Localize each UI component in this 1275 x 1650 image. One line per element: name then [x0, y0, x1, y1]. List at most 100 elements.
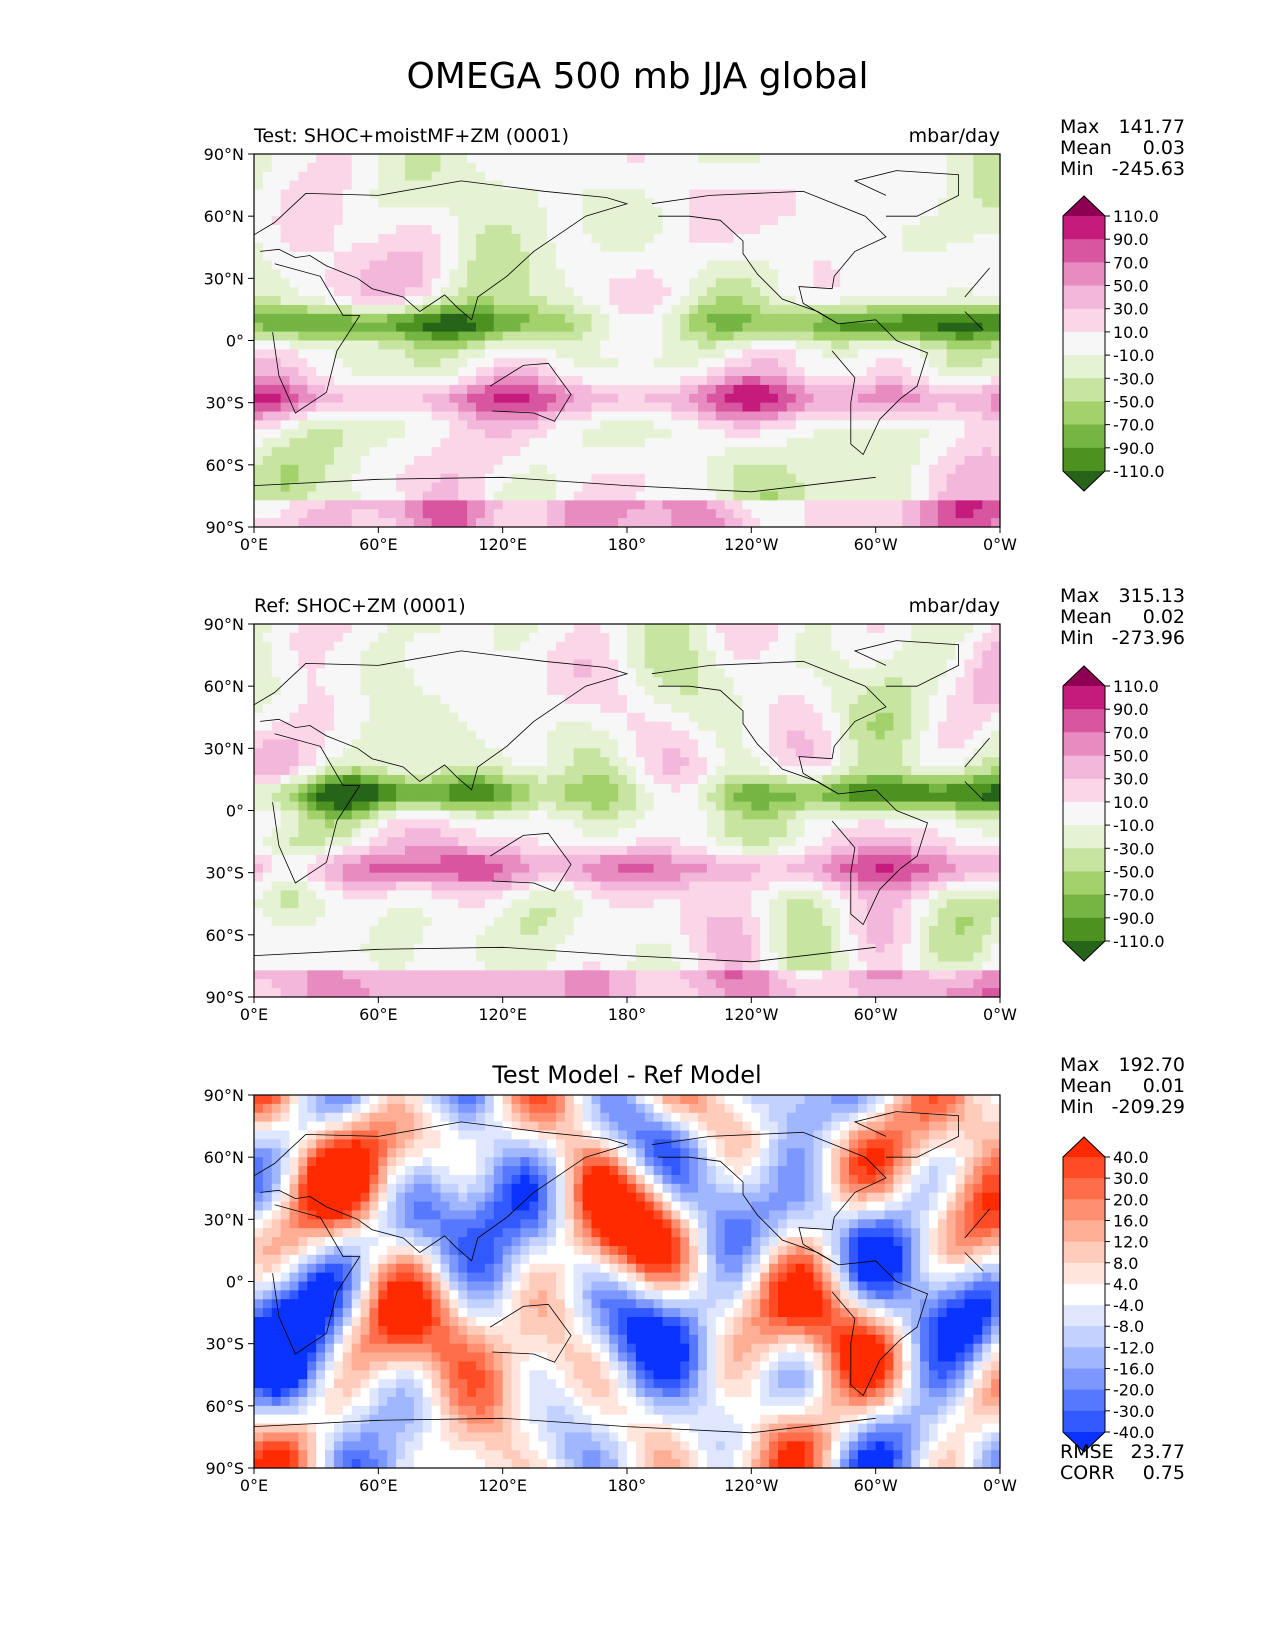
field-cell: [262, 686, 273, 696]
field-cell: [751, 233, 761, 244]
field-cell: [387, 482, 397, 493]
field-cell: [742, 438, 752, 448]
field-cell: [627, 509, 637, 519]
field-cell: [689, 225, 699, 235]
field-cell: [902, 695, 912, 705]
field-cell: [298, 712, 308, 723]
field-cell: [991, 739, 1001, 749]
field-cell: [591, 340, 601, 350]
field-cell: [840, 198, 850, 208]
field-cell: [884, 455, 895, 466]
panel-title: Test: SHOC+moistMF+ZM (0001): [253, 125, 569, 147]
field-cell: [795, 695, 806, 705]
field-cell: [680, 269, 690, 279]
field-cell: [289, 189, 299, 199]
field-cell: [422, 358, 433, 368]
field-cell: [689, 242, 699, 253]
field-cell: [786, 447, 797, 457]
field-cell: [698, 402, 708, 413]
colorbar-label: -110.0: [1113, 462, 1165, 481]
field-cell: [476, 703, 486, 714]
field-cell: [928, 207, 939, 217]
field-cell: [493, 748, 504, 758]
field-cell: [804, 641, 815, 652]
field-cell: [547, 668, 557, 678]
field-cell: [538, 331, 548, 342]
field-cell: [458, 447, 468, 457]
field-cell: [431, 730, 442, 741]
field-cell: [307, 198, 317, 208]
field-cell: [484, 411, 495, 422]
field-cell: [804, 216, 815, 226]
field-cell: [262, 269, 273, 279]
field-cell: [689, 429, 699, 439]
field-cell: [520, 766, 530, 776]
field-cell: [689, 473, 699, 484]
field-cell: [680, 721, 690, 732]
field-cell: [555, 473, 566, 484]
field-cell: [476, 251, 486, 262]
field-cell: [911, 225, 921, 235]
field-cell: [333, 331, 344, 342]
field-cell: [866, 455, 877, 466]
field-cell: [422, 384, 433, 395]
field-cell: [928, 748, 939, 758]
field-cell: [715, 509, 726, 519]
field-cell: [458, 349, 468, 359]
field-cell: [946, 500, 957, 510]
field-cell: [884, 233, 895, 244]
field-cell: [547, 180, 557, 191]
field-cell: [502, 518, 513, 528]
field-cell: [502, 429, 513, 439]
field-cell: [857, 278, 868, 288]
field-cell: [849, 473, 859, 484]
field-cell: [307, 677, 317, 687]
field-cell: [706, 296, 717, 306]
field-cell: [467, 686, 477, 696]
field-cell: [769, 313, 779, 324]
field-cell: [911, 739, 921, 749]
field-cell: [627, 269, 637, 279]
field-cell: [582, 624, 593, 634]
field-cell: [724, 340, 735, 350]
field-cell: [742, 233, 752, 244]
field-cell: [715, 491, 726, 501]
field-cell: [369, 703, 379, 714]
field-cell: [333, 162, 344, 173]
field-cell: [555, 766, 566, 776]
field-cell: [662, 260, 672, 271]
field-cell: [742, 180, 752, 191]
field-cell: [671, 260, 681, 271]
field-cell: [627, 376, 637, 386]
field-cell: [573, 393, 584, 404]
field-cell: [627, 251, 637, 262]
field-cell: [262, 313, 273, 324]
field-cell: [289, 438, 299, 448]
field-cell: [742, 641, 752, 652]
field-cell: [387, 251, 397, 262]
field-cell: [973, 518, 983, 528]
field-cell: [298, 641, 308, 652]
field-cell: [893, 189, 903, 199]
field-cell: [254, 509, 264, 519]
field-cell: [840, 668, 850, 678]
field-cell: [289, 331, 299, 342]
field-cell: [609, 207, 619, 217]
field-cell: [653, 695, 664, 705]
field-cell: [982, 739, 992, 749]
field-cell: [884, 216, 895, 226]
field-cell: [564, 518, 575, 528]
field-cell: [404, 233, 415, 244]
field-cell: [511, 429, 522, 439]
field-cell: [644, 304, 655, 315]
field-cell: [476, 322, 486, 333]
field-cell: [484, 491, 495, 501]
field-cell: [502, 695, 513, 705]
field-cell: [733, 216, 744, 226]
field-cell: [396, 447, 406, 457]
field-cell: [653, 447, 664, 457]
field-cell: [307, 730, 317, 741]
colorbar-segment: [1063, 378, 1105, 402]
field-cell: [831, 420, 841, 430]
field-cell: [786, 304, 797, 315]
